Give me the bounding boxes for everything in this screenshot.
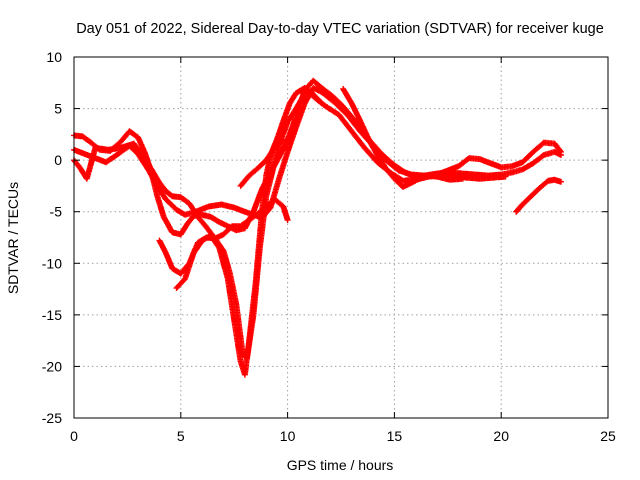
series-track-7	[340, 85, 466, 190]
y-tick-label: -15	[42, 307, 62, 323]
y-tick-label: 0	[54, 152, 62, 168]
data-points	[71, 77, 564, 378]
y-tick-label: -10	[42, 255, 62, 271]
x-axis-label: GPS time / hours	[287, 457, 394, 473]
marker-path	[237, 136, 287, 189]
y-tick-label: -5	[50, 204, 63, 220]
x-tick-label: 15	[387, 428, 403, 444]
y-tick-label: 5	[54, 101, 62, 117]
y-tick-label: 10	[46, 49, 62, 65]
y-tick-label: -25	[42, 410, 62, 426]
series-track-8	[513, 176, 564, 215]
x-tick-label: 10	[280, 428, 296, 444]
y-tick-label: -20	[42, 358, 62, 374]
series-track-5	[173, 84, 325, 378]
x-tick-label: 0	[70, 428, 78, 444]
tick-labels: 0 5 10 15 20 25 10 5 0 -5 -10 -15 -20 -25	[42, 49, 616, 444]
chart-title: Day 051 of 2022, Sidereal Day-to-day VTE…	[76, 21, 604, 37]
marker-path	[340, 85, 466, 190]
plot-frame	[73, 56, 609, 419]
x-tick-label: 5	[177, 428, 185, 444]
x-tick-label: 20	[493, 428, 509, 444]
axis-ticks	[73, 56, 609, 419]
marker-path	[173, 84, 325, 378]
y-axis-label: SDTVAR / TECUs	[5, 182, 21, 294]
x-tick-label: 25	[600, 428, 616, 444]
series-track-6	[237, 136, 287, 189]
marker-path	[513, 176, 564, 215]
